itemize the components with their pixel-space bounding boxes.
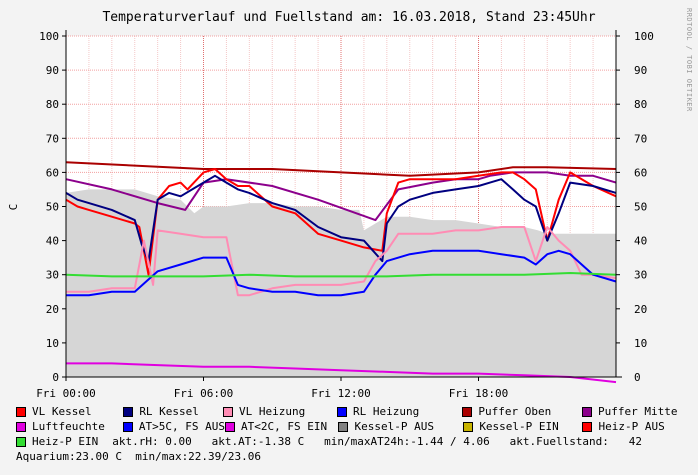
- legend-item-luftfeuchte: Luftfeuchte: [16, 419, 123, 434]
- watermark: RRDTOOL / TOBI OETIKER: [685, 8, 693, 112]
- legend-swatch: [223, 406, 234, 417]
- y-tick-label: 10: [46, 337, 59, 350]
- x-tick-label: Fri 06:00: [174, 387, 234, 400]
- legend-swatch: [16, 406, 26, 417]
- legend-item-vl-kessel: VL Kessel: [16, 404, 123, 419]
- legend-label: RL Heizung: [353, 405, 420, 418]
- legend-item-vl-heizung: VL Heizung: [223, 404, 337, 419]
- y-tick-label: 100: [39, 30, 59, 43]
- legend-label: RL Kessel: [139, 405, 199, 418]
- legend-label: Puffer Mitte: [598, 405, 678, 418]
- legend-label: Luftfeuchte: [32, 420, 105, 433]
- y-tick-label: 40: [46, 235, 59, 248]
- y-tick-label: 70: [46, 132, 59, 145]
- legend-swatch: [582, 406, 593, 417]
- legend-label: Puffer Oben: [478, 405, 552, 418]
- x-tick-label: Fri 12:00: [311, 387, 371, 400]
- legend-item-kessel-p-ein: Kessel-P EIN: [463, 419, 582, 434]
- legend-label: Kessel-P AUS: [354, 420, 434, 433]
- y-tick-label-right: 80: [634, 98, 647, 111]
- legend: VL Kessel RL Kessel VL Heizung RL Heizung Pu…: [16, 404, 696, 464]
- legend-label: VL Heizung: [239, 405, 306, 418]
- y-tick-label-right: 100: [634, 30, 654, 43]
- y-tick-label-right: 90: [634, 64, 647, 77]
- legend-item-kessel-p-aus: Kessel-P AUS: [338, 419, 463, 434]
- series-puffer-mitte-line: [65, 171, 617, 222]
- y-tick-label: 0: [52, 371, 59, 384]
- y-tick-label-right: 40: [634, 235, 647, 248]
- legend-swatch: [16, 436, 26, 447]
- y-tick-label-right: 20: [634, 303, 647, 316]
- y-tick-label-right: 50: [634, 201, 647, 214]
- legend-swatch: [582, 421, 593, 432]
- legend-label: Heiz-P EIN: [32, 435, 99, 448]
- x-tick-label: Fri 00:00: [36, 387, 96, 400]
- y-tick-label: 60: [46, 166, 59, 179]
- status-readout: akt.rH: 0.00 akt.AT:-1.38 C min/maxAT24h…: [112, 435, 643, 448]
- legend-swatch: [16, 421, 26, 432]
- legend-row-1: VL Kessel RL Kessel VL Heizung RL Heizung Pu…: [16, 404, 696, 419]
- y-tick-label-right: 0: [634, 371, 641, 384]
- aquarium-readout: Aquarium:23.00 C min/max:22.39/23.06: [16, 450, 262, 463]
- legend-label: AT<2C, FS EIN: [240, 420, 328, 433]
- legend-swatch: [463, 421, 474, 432]
- y-tick-label-right: 60: [634, 166, 647, 179]
- y-tick-label-right: 30: [634, 269, 647, 282]
- legend-label: AT>5C, FS AUS: [138, 420, 225, 433]
- series-puffer-oben-line: [65, 161, 617, 177]
- legend-item-puffer-oben: Puffer Oben: [462, 404, 582, 419]
- series-vl-heizung-line: [66, 226, 617, 297]
- series-aquarium-line: [65, 272, 617, 278]
- legend-row-3: Heiz-P EIN akt.rH: 0.00 akt.AT:-1.38 C m…: [16, 434, 696, 449]
- legend-swatch: [337, 406, 347, 417]
- y-tick-label: 80: [46, 98, 59, 111]
- series-luftfeuchte-line: [66, 362, 617, 384]
- legend-row-2: Luftfeuchte AT>5C, FS AUS AT<2C, FS EIN Kes…: [16, 419, 696, 434]
- legend-item-puffer-mitte: Puffer Mitte: [582, 404, 696, 419]
- y-tick-label-right: 10: [634, 337, 647, 350]
- x-tick-label: Fri 18:00: [449, 387, 509, 400]
- series-vl-kessel-line: [65, 168, 617, 276]
- legend-item-at-5c-fs-aus: AT>5C, FS AUS: [122, 419, 225, 434]
- y-tick-label: 30: [46, 269, 59, 282]
- y-tick-label: 20: [46, 303, 59, 316]
- chart-title: Temperaturverlauf und Fuellstand am: 16.…: [102, 10, 595, 25]
- legend-label: Heiz-P AUS: [598, 420, 665, 433]
- legend-item-rl-kessel: RL Kessel: [123, 404, 223, 419]
- y-axis-label: C: [7, 204, 20, 211]
- y-tick-label: 50: [46, 201, 59, 214]
- y-tick-label-right: 70: [634, 132, 647, 145]
- legend-item-heiz-p-aus: Heiz-P AUS: [582, 419, 696, 434]
- legend-label: VL Kessel: [32, 405, 92, 418]
- y-tick-label: 90: [46, 64, 59, 77]
- legend-item-at-2c-fs-ein: AT<2C, FS EIN: [224, 419, 339, 434]
- legend-swatch: [123, 406, 134, 417]
- legend-item-heiz-p-ein: Heiz-P EIN: [16, 434, 98, 449]
- legend-swatch: [122, 421, 133, 432]
- series-rl-heizung-line: [66, 249, 617, 297]
- legend-swatch: [224, 421, 235, 432]
- legend-swatch: [462, 406, 473, 417]
- legend-item-rl-heizung: RL Heizung: [337, 404, 462, 419]
- legend-swatch: [338, 421, 349, 432]
- legend-label: Kessel-P EIN: [479, 420, 559, 433]
